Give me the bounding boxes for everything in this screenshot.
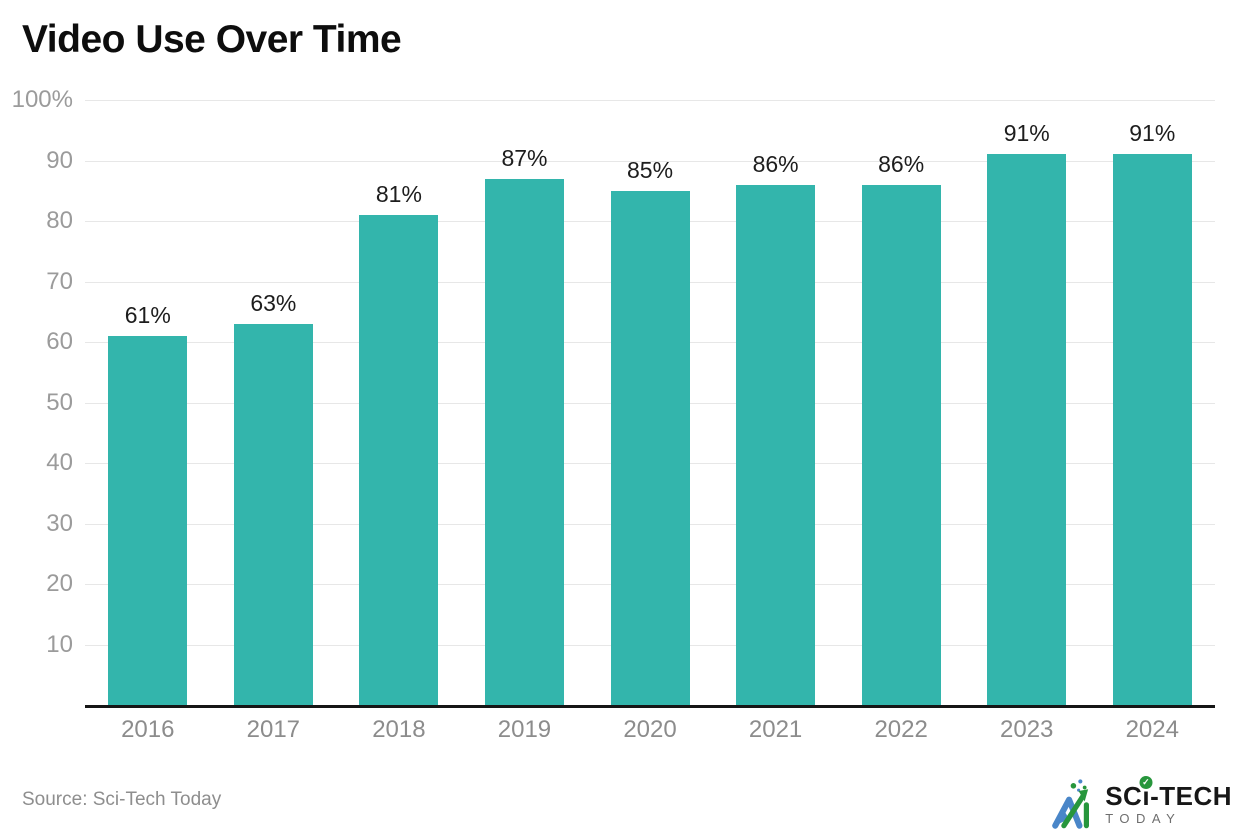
x-tick-label-2019: 2019 bbox=[497, 716, 552, 743]
bar-2019: 87% bbox=[484, 146, 564, 705]
x-tick-label-2016: 2016 bbox=[121, 716, 175, 743]
bar-2024: 91% bbox=[1112, 122, 1192, 705]
bar-column-2016: 61% bbox=[85, 100, 211, 705]
bar-value-label-2023: 91% bbox=[1003, 120, 1050, 147]
scitech-logo-mark-icon bbox=[1052, 779, 1090, 829]
logo-text: SCı ✓ -TECH TODAY bbox=[1105, 776, 1232, 826]
bar-value-label-2020: 85% bbox=[627, 156, 674, 183]
bar-value-label-2018: 81% bbox=[375, 180, 422, 207]
bar-value-label-2024: 91% bbox=[1129, 120, 1176, 147]
bar-value-label-2019: 87% bbox=[501, 144, 548, 171]
bar-2021: 86% bbox=[736, 152, 816, 705]
bar-column-2021: 86% bbox=[713, 100, 839, 705]
x-tick-label-2020: 2020 bbox=[623, 716, 677, 743]
gridline-100 bbox=[85, 100, 1215, 101]
y-axis-ticks: 100% 90 80 70 60 50 40 30 20 10 bbox=[12, 88, 1215, 705]
check-icon: ✓ bbox=[1139, 776, 1153, 789]
bar-2018: 81% bbox=[359, 182, 439, 705]
bar-value-label-2021: 86% bbox=[752, 150, 799, 177]
bar-column-2019: 87% bbox=[462, 100, 588, 705]
y-tick-label-20: 20 bbox=[46, 570, 73, 597]
x-tick-label-2021: 2021 bbox=[748, 716, 803, 743]
logo-prefix: SC bbox=[1105, 781, 1143, 811]
logo-wordmark: SCı ✓ -TECH bbox=[1105, 776, 1232, 811]
logo-suffix: -TECH bbox=[1150, 781, 1232, 811]
x-tick-label-2024: 2024 bbox=[1125, 716, 1179, 743]
x-tick-label-2022: 2022 bbox=[874, 716, 928, 743]
logo-letter-i: ı ✓ bbox=[1139, 776, 1153, 811]
y-tick-label-40: 40 bbox=[46, 449, 73, 476]
chart-title: Video Use Over Time bbox=[22, 18, 402, 61]
bar-column-2018: 81% bbox=[336, 100, 462, 705]
bar-2023: 91% bbox=[987, 122, 1067, 705]
bars-layer: 61% 63% 81% 87% 85% 86% 86% 91% 91% bbox=[85, 100, 1215, 705]
y-tick-label-60: 60 bbox=[46, 328, 73, 355]
x-tick-label-2023: 2023 bbox=[1000, 716, 1054, 743]
y-tick-label-10: 10 bbox=[46, 630, 73, 658]
y-tick-label-70: 70 bbox=[46, 267, 73, 295]
source-credit: Source: Sci-Tech Today bbox=[22, 789, 222, 810]
y-tick-label-30: 30 bbox=[46, 509, 73, 537]
bar-value-label-2022: 86% bbox=[878, 150, 925, 177]
bar-column-2020: 85% bbox=[587, 100, 713, 705]
y-tick-label-50: 50 bbox=[46, 388, 73, 416]
gridline-90 bbox=[85, 160, 1215, 162]
logo-subtext: TODAY bbox=[1105, 811, 1182, 826]
bar-column-2022: 86% bbox=[838, 100, 964, 705]
bar-column-2017: 63% bbox=[211, 100, 337, 705]
x-tick-label-2018: 2018 bbox=[372, 716, 426, 743]
logo-i-glyph: ı bbox=[1142, 781, 1151, 811]
bar-2017: 63% bbox=[233, 291, 313, 705]
bar-value-label-2016: 61% bbox=[124, 301, 171, 328]
x-axis-labels: 2016 2017 2018 2019 2020 2021 2022 2023 2024 bbox=[85, 716, 1215, 745]
x-tick-label-2017: 2017 bbox=[246, 716, 301, 743]
bar-2020: 85% bbox=[610, 158, 690, 705]
y-tick-label-100: 100% bbox=[11, 86, 73, 113]
y-tick-label-90: 90 bbox=[46, 146, 73, 174]
plot-area: 100% 90 80 70 60 50 40 30 20 10 61% 63% 81% 87% 85% 86… bbox=[12, 88, 1215, 708]
bar-column-2023: 91% bbox=[964, 100, 1090, 705]
bar-2016: 61% bbox=[108, 303, 188, 705]
bar-column-2024: 91% bbox=[1090, 100, 1216, 705]
bar-2022: 86% bbox=[861, 152, 941, 705]
bar-value-label-2017: 63% bbox=[250, 289, 297, 316]
scitech-logo: SCı ✓ -TECH TODAY bbox=[1050, 776, 1232, 831]
y-tick-label-80: 80 bbox=[46, 207, 73, 234]
